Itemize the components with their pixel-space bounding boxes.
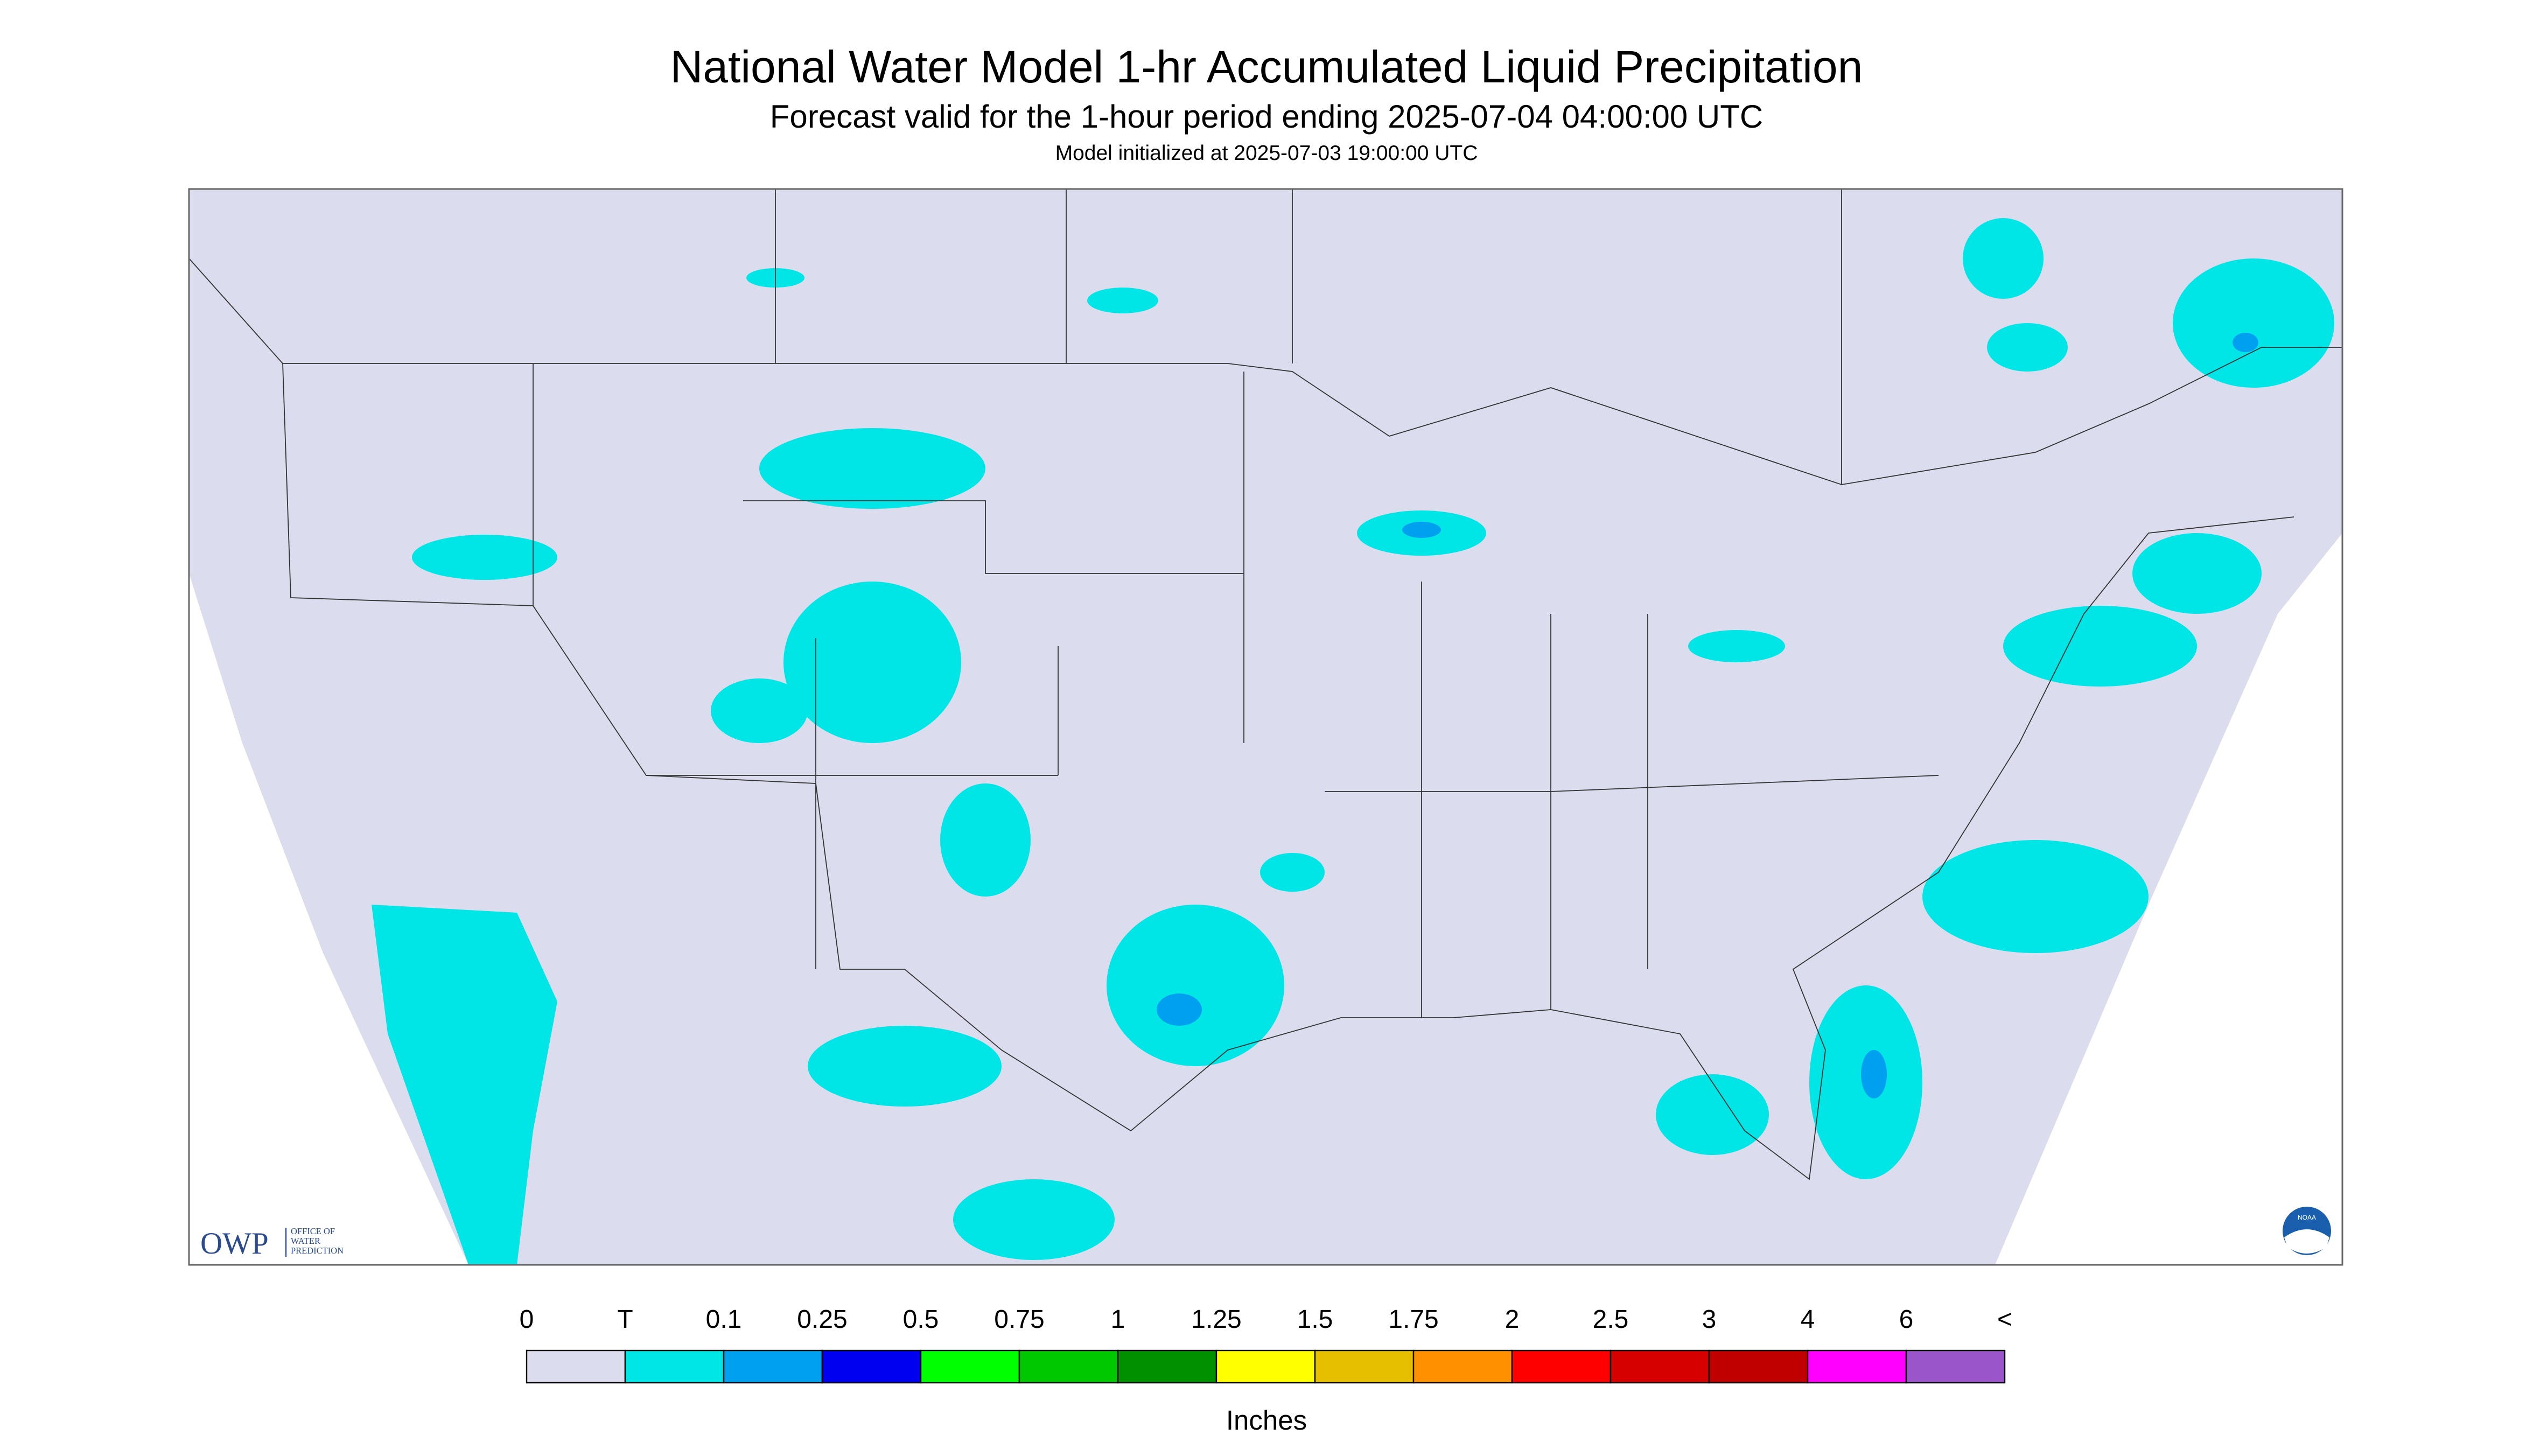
noaa-logo-wave (2284, 1229, 2329, 1254)
logo-line2: WATER (291, 1236, 320, 1246)
legend-label: 4 (1801, 1305, 1815, 1334)
legend-swatch (1117, 1349, 1217, 1384)
noaa-logo-text: NOAA (2298, 1214, 2316, 1221)
legend-label: 1.25 (1191, 1305, 1241, 1334)
map: OWP OFFICE OF WATER PREDICTION NOAA (188, 188, 2343, 1266)
legend-label: 1.5 (1297, 1305, 1333, 1334)
title: National Water Model 1-hr Accumulated Li… (670, 41, 1863, 92)
legend-label: 0.25 (797, 1305, 847, 1334)
legend-label: 2 (1505, 1305, 1520, 1334)
legend-swatch (1412, 1349, 1513, 1384)
logo-line3: PREDICTION (291, 1245, 344, 1256)
legend-label: 0.5 (903, 1305, 939, 1334)
legend-swatch (624, 1349, 725, 1384)
legend-unit: Inches (1226, 1405, 1307, 1436)
legend: 0 T 0.1 0.25 0.5 0.75 1 1.25 1.5 1.75 2 2.5 3 4 6 < (520, 1305, 2012, 1384)
legend-swatch (821, 1349, 922, 1384)
legend-label: 6 (1899, 1305, 1914, 1334)
legend-swatch (723, 1349, 823, 1384)
map-frame (188, 188, 2343, 1266)
legend-swatch (1511, 1349, 1612, 1384)
legend-label: T (617, 1305, 633, 1334)
legend-swatch (1018, 1349, 1119, 1384)
legend-label: 1.75 (1388, 1305, 1438, 1334)
legend-swatch (1905, 1349, 2006, 1384)
legend-swatch (1314, 1349, 1415, 1384)
legend-label: 2.5 (1593, 1305, 1629, 1334)
legend-swatch (1610, 1349, 1710, 1384)
legend-swatch (1215, 1349, 1316, 1384)
legend-swatch (526, 1349, 626, 1384)
legend-swatch (1708, 1349, 1809, 1384)
logo-line1: OFFICE OF (291, 1226, 335, 1236)
legend-label: 0.1 (706, 1305, 742, 1334)
precipitation (372, 218, 2334, 1265)
init-time: Model initialized at 2025-07-03 19:00:00… (1055, 142, 1478, 165)
legend-swatch (1807, 1349, 1907, 1384)
legend-label: 0 (520, 1305, 534, 1334)
borders (188, 189, 2342, 1180)
mask-left (189, 573, 468, 1265)
logo-owp: OWP (200, 1227, 269, 1261)
subtitle: Forecast valid for the 1-hour period end… (770, 99, 1763, 135)
legend-label: 0.75 (994, 1305, 1044, 1334)
legend-label: 1 (1111, 1305, 1125, 1334)
mask-right (1995, 533, 2342, 1265)
legend-label: 3 (1702, 1305, 1717, 1334)
legend-label: < (1997, 1305, 2012, 1334)
legend-swatch (920, 1349, 1020, 1384)
